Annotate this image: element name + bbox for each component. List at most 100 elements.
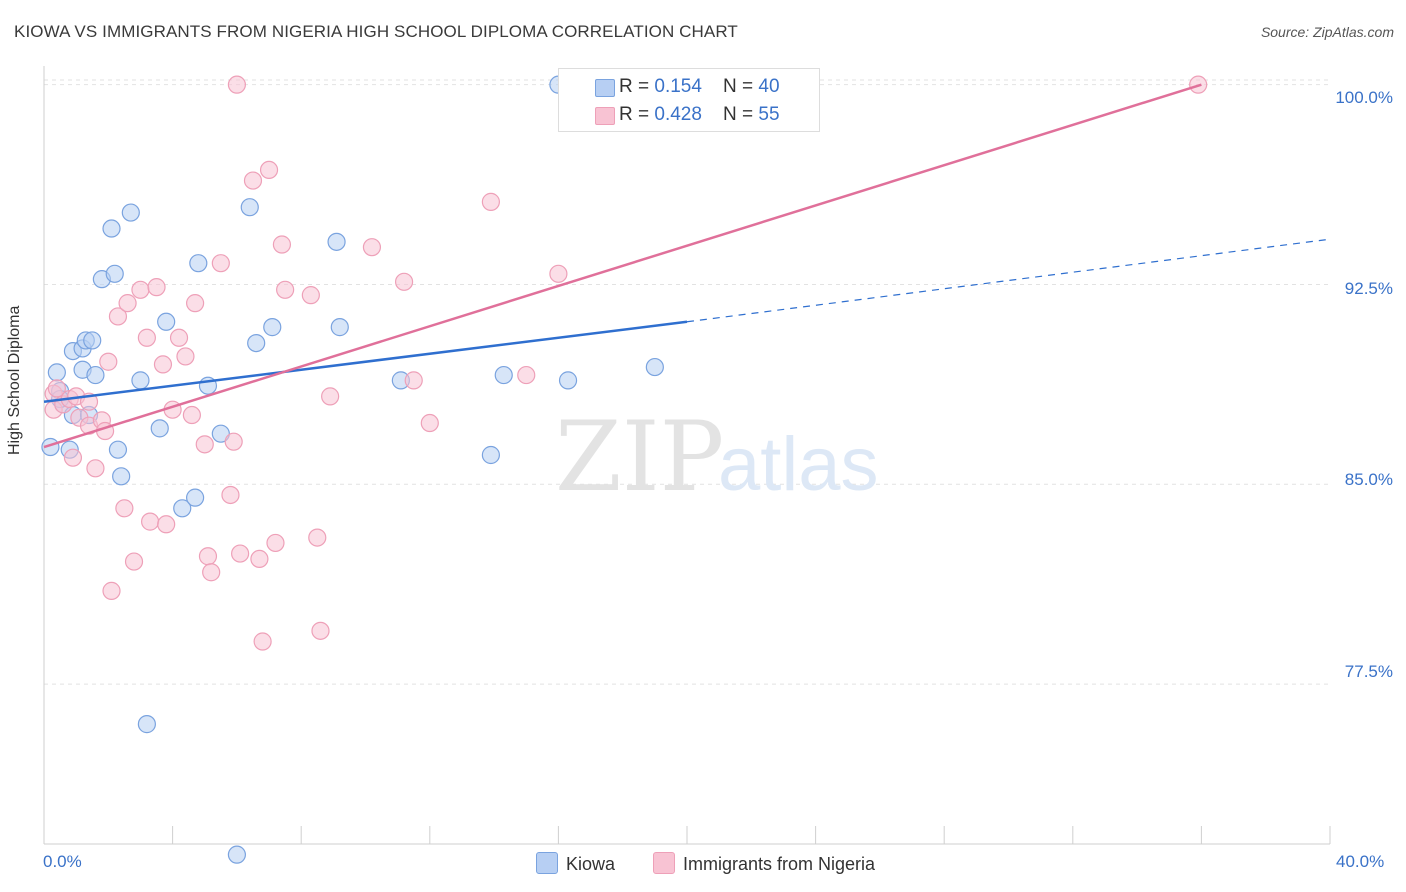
kiowa-point xyxy=(112,467,131,486)
kiowa-point xyxy=(83,331,102,350)
nigeria-point xyxy=(202,563,221,582)
kiowa-point xyxy=(157,312,176,331)
kiowa-trend-extension xyxy=(686,238,1331,323)
legend-row-nigeria: R = 0.428 N = 55 xyxy=(595,104,780,126)
nigeria-point xyxy=(176,347,195,366)
legend-n-label: N = xyxy=(723,104,759,125)
kiowa-point xyxy=(247,333,266,353)
nigeria-point xyxy=(321,387,340,406)
nigeria-point xyxy=(266,533,285,553)
nigeria-trend-line xyxy=(43,83,1202,449)
axes xyxy=(43,66,1331,845)
nigeria-point xyxy=(102,581,121,600)
nigeria-point xyxy=(276,280,295,299)
nigeria-point xyxy=(259,160,279,180)
nigeria-point xyxy=(272,235,292,254)
bottom-legend-label-nigeria: Immigrants from Nigeria xyxy=(683,854,876,874)
nigeria-point xyxy=(198,547,218,566)
bottom-legend-nigeria: Immigrants from Nigeria xyxy=(653,852,875,875)
watermark: ZIP atlas xyxy=(555,401,879,513)
nigeria-point xyxy=(137,328,156,347)
grid-lines xyxy=(44,79,1330,685)
nigeria-point xyxy=(227,75,246,94)
legend-swatch-kiowa xyxy=(595,79,615,97)
kiowa-point xyxy=(327,232,346,251)
x-tick-label-max: 40.0% xyxy=(1336,852,1385,871)
nigeria-point xyxy=(153,355,173,374)
chart-title: KIOWA VS IMMIGRANTS FROM NIGERIA HIGH SC… xyxy=(14,22,738,41)
legend-r-value: 0.154 xyxy=(654,76,702,97)
kiowa-point xyxy=(121,203,140,222)
nigeria-point xyxy=(301,286,320,305)
nigeria-point xyxy=(186,294,205,313)
nigeria-point xyxy=(243,171,263,190)
nigeria-point xyxy=(108,307,128,326)
nigeria-point xyxy=(169,328,189,347)
legend-n-value: 55 xyxy=(758,104,780,125)
kiowa-point xyxy=(481,445,500,465)
kiowa-point xyxy=(558,371,578,390)
nigeria-point xyxy=(308,528,327,547)
nigeria-point xyxy=(311,621,330,640)
kiowa-point xyxy=(86,365,105,385)
kiowa-point xyxy=(240,198,259,217)
x-tick-label-min: 0.0% xyxy=(43,852,82,871)
nigeria-point xyxy=(131,280,150,299)
legend-r-value: 0.428 xyxy=(654,104,702,125)
nigeria-point xyxy=(362,238,382,257)
nigeria-point xyxy=(86,459,105,478)
kiowa-point xyxy=(494,365,513,385)
kiowa-point xyxy=(330,318,349,337)
legend-r-label: R = xyxy=(619,104,655,125)
nigeria-point xyxy=(195,435,214,454)
kiowa-point xyxy=(645,357,664,377)
nigeria-point xyxy=(481,192,500,211)
watermark-zip: ZIP xyxy=(555,401,724,513)
legend-r-label: R = xyxy=(619,76,655,97)
nigeria-point xyxy=(47,379,66,398)
nigeria-point xyxy=(231,544,250,563)
stats-legend: R = 0.154 N = 40 R = 0.428 N = 55 xyxy=(558,68,820,132)
kiowa-point xyxy=(47,363,66,382)
kiowa-point xyxy=(263,318,282,337)
nigeria-point xyxy=(182,405,201,425)
nigeria-point xyxy=(211,254,230,273)
kiowa-point xyxy=(105,264,124,283)
nigeria-point xyxy=(224,432,243,451)
nigeria-point xyxy=(250,549,269,569)
nigeria-point xyxy=(99,352,118,371)
kiowa-point xyxy=(211,424,230,443)
kiowa-point xyxy=(186,488,205,507)
nigeria-point xyxy=(118,294,137,313)
trend-lines xyxy=(43,83,1331,449)
kiowa-point xyxy=(108,440,128,459)
legend-n-value: 40 xyxy=(758,76,780,97)
kiowa-point xyxy=(131,371,150,390)
nigeria-point xyxy=(253,632,272,651)
kiowa-point xyxy=(102,219,121,238)
bottom-legend-swatch-nigeria xyxy=(653,852,675,874)
kiowa-trend-line xyxy=(43,320,688,403)
kiowa-point xyxy=(227,845,246,864)
kiowa-point xyxy=(173,499,192,518)
nigeria-point xyxy=(124,552,144,571)
legend-row-kiowa: R = 0.154 N = 40 xyxy=(595,76,780,98)
y-tick-label-77-5: 77.5% xyxy=(1344,662,1393,681)
series-nigeria xyxy=(44,75,1208,651)
nigeria-point xyxy=(420,413,439,433)
bottom-legend-kiowa: Kiowa xyxy=(536,852,615,875)
kiowa-point xyxy=(137,715,156,734)
kiowa-point xyxy=(150,419,169,438)
nigeria-point xyxy=(157,515,176,534)
bottom-legend-swatch-kiowa xyxy=(536,852,558,874)
nigeria-point xyxy=(140,512,160,531)
nigeria-point xyxy=(394,272,414,291)
y-tick-label-85: 85.0% xyxy=(1344,470,1393,489)
kiowa-point xyxy=(189,254,208,273)
y-tick-label-92-5: 92.5% xyxy=(1344,279,1393,298)
legend-n-label: N = xyxy=(723,76,759,97)
y-tick-label-100: 100.0% xyxy=(1335,88,1393,107)
y-axis-label: High School Diploma xyxy=(6,305,23,455)
nigeria-point xyxy=(221,485,240,505)
